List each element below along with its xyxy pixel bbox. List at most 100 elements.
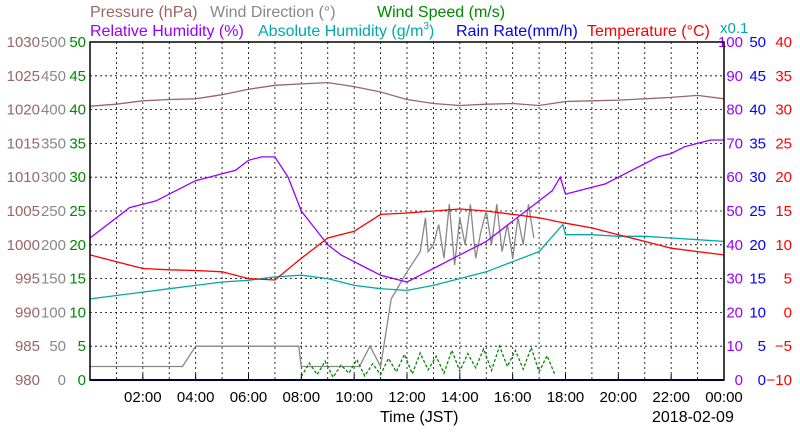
y-tick-rain-rate: 45: [749, 68, 766, 85]
y-tick-rain-rate: 0: [758, 372, 766, 389]
y-tick-temperature: 25: [775, 135, 792, 152]
y-tick-wind-speed: 20: [69, 237, 86, 254]
y-tick-wind-speed: 10: [69, 304, 86, 321]
y-axes: 9809859909951000100510101015102010251030…: [7, 34, 792, 389]
legend-absolute-humidity-sup: 3: [423, 21, 429, 32]
x-tick-label: 00:00: [705, 389, 743, 406]
plot-frame: [89, 41, 725, 381]
y-tick-wind-direction: 200: [41, 237, 66, 254]
y-tick-temperature: 30: [775, 102, 792, 119]
x-axis-title: Time (JST): [380, 409, 459, 426]
x-tick-label: 10:00: [335, 389, 373, 406]
y-tick-wind-direction: 0: [58, 372, 66, 389]
y-tick-wind-direction: 50: [49, 338, 66, 355]
y-tick-temperature: 5: [784, 271, 792, 288]
y-tick-pressure: 985: [15, 338, 40, 355]
y-tick-wind-direction: 250: [41, 203, 66, 220]
y-tick-humidity: 60: [726, 169, 743, 186]
x-tick-label: 04:00: [177, 389, 215, 406]
y-tick-wind-speed: 40: [69, 102, 86, 119]
y-tick-wind-speed: 5: [78, 338, 86, 355]
y-tick-wind-direction: 450: [41, 68, 66, 85]
y-tick-pressure: 1025: [7, 68, 40, 85]
y-tick-rain-rate: 20: [749, 237, 766, 254]
multiplier-note: x0.1: [720, 20, 748, 37]
legend-pressure: Pressure (hPa): [90, 4, 198, 21]
y-tick-pressure: 995: [15, 271, 40, 288]
x-tick-label: 02:00: [124, 389, 162, 406]
series-wind-direction: [90, 204, 535, 369]
y-tick-wind-speed: 30: [69, 169, 86, 186]
y-tick-humidity: 30: [726, 271, 743, 288]
legend-absolute-humidity: Absolute Humidity (g/m3): [258, 21, 434, 40]
y-tick-pressure: 990: [15, 304, 40, 321]
legend: Pressure (hPa) Wind Direction (°) Wind S…: [90, 4, 748, 40]
y-tick-temperature: 20: [775, 169, 792, 186]
legend-wind-direction: Wind Direction (°): [210, 4, 336, 21]
y-tick-wind-direction: 350: [41, 135, 66, 152]
y-tick-temperature: 10: [775, 237, 792, 254]
y-tick-rain-rate: 30: [749, 169, 766, 186]
legend-temperature: Temperature (°C): [587, 23, 710, 40]
x-tick-label: 16:00: [494, 389, 532, 406]
legend-rain-rate: Rain Rate(mm/h): [456, 23, 578, 40]
y-tick-rain-rate: 50: [749, 34, 766, 51]
y-tick-temperature: −10: [767, 372, 792, 389]
y-tick-rain-rate: 40: [749, 102, 766, 119]
y-tick-temperature: 35: [775, 68, 792, 85]
y-tick-humidity: 70: [726, 135, 743, 152]
y-tick-wind-speed: 15: [69, 271, 86, 288]
series-absolute-humidity: [89, 223, 725, 300]
x-tick-label: 06:00: [230, 389, 268, 406]
y-tick-humidity: 20: [726, 304, 743, 321]
y-tick-humidity: 50: [726, 203, 743, 220]
y-tick-pressure: 1000: [7, 237, 40, 254]
y-tick-wind-speed: 35: [69, 135, 86, 152]
y-tick-humidity: 80: [726, 102, 743, 119]
x-tick-label: 12:00: [388, 389, 426, 406]
x-tick-label: 08:00: [283, 389, 321, 406]
y-tick-wind-direction: 100: [41, 304, 66, 321]
y-tick-pressure: 1015: [7, 135, 40, 152]
chart-date: 2018-02-09: [652, 409, 734, 426]
x-tick-label: 22:00: [652, 389, 690, 406]
x-tick-label: 14:00: [441, 389, 479, 406]
y-tick-rain-rate: 10: [749, 304, 766, 321]
y-tick-rain-rate: 5: [758, 338, 766, 355]
y-tick-temperature: 0: [784, 304, 792, 321]
y-tick-wind-speed: 25: [69, 203, 86, 220]
y-tick-temperature: 15: [775, 203, 792, 220]
x-axis: 02:00 04:00 06:00 08:00 10:00 12:00 14:00 16:00…: [124, 374, 743, 406]
y-tick-rain-rate: 15: [749, 271, 766, 288]
series-pressure: [89, 81, 725, 107]
legend-absolute-humidity-close: ): [429, 23, 434, 40]
y-tick-pressure: 1030: [7, 34, 40, 51]
y-tick-wind-speed: 50: [69, 34, 86, 51]
legend-wind-speed: Wind Speed (m/s): [377, 4, 505, 21]
grid: [90, 42, 724, 380]
series-temperature: [89, 208, 725, 281]
y-tick-wind-direction: 500: [41, 34, 66, 51]
legend-relative-humidity: Relative Humidity (%): [90, 23, 244, 40]
y-tick-wind-direction: 300: [41, 169, 66, 186]
y-tick-rain-rate: 35: [749, 135, 766, 152]
y-tick-temperature: 40: [775, 34, 792, 51]
x-tick-label: 20:00: [600, 389, 638, 406]
y-tick-humidity: 0: [735, 372, 743, 389]
y-tick-pressure: 1010: [7, 169, 40, 186]
y-tick-humidity: 90: [726, 68, 743, 85]
y-tick-rain-rate: 25: [749, 203, 766, 220]
y-tick-pressure: 980: [15, 372, 40, 389]
y-tick-wind-direction: 150: [41, 271, 66, 288]
x-tick-label: 18:00: [547, 389, 585, 406]
y-tick-wind-speed: 0: [78, 372, 86, 389]
y-tick-wind-direction: 400: [41, 102, 66, 119]
y-tick-wind-speed: 45: [69, 68, 86, 85]
y-tick-pressure: 1020: [7, 102, 40, 119]
legend-absolute-humidity-name: Absolute Humidity (g/m: [258, 23, 423, 40]
series-wind-speed: [300, 344, 556, 379]
series-relative-humidity: [89, 139, 724, 283]
y-tick-temperature: −5: [775, 338, 792, 355]
y-tick-humidity: 10: [726, 338, 743, 355]
